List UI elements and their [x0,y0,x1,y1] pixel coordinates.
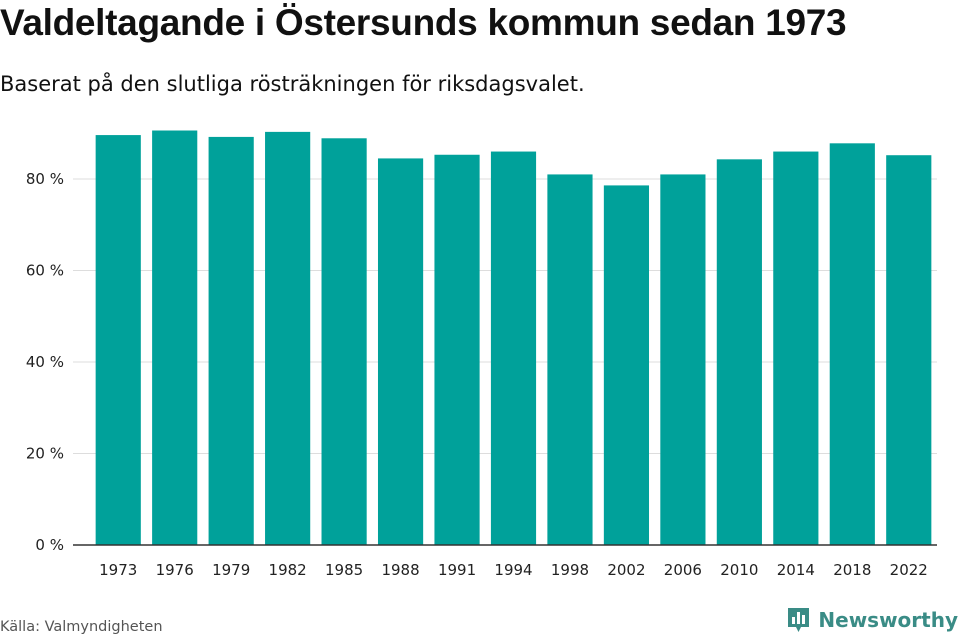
x-tick-label: 2022 [890,561,928,579]
bar-2010 [716,159,762,545]
x-tick-label: 1994 [494,561,532,579]
bar-2002 [603,185,650,545]
bar-1991 [434,154,480,545]
bar-chart: 0 % 20 % 40 % 60 % 80 % 1973 1976 1979 1982 1985… [26,130,937,579]
bar-1976 [152,130,198,545]
chart-subtitle: Baserat på den slutliga rösträkningen fö… [0,72,585,96]
y-axis-ticks: 0 % 20 % 40 % 60 % 80 % [26,170,64,554]
x-tick-label: 2014 [777,561,815,579]
bar-1979 [208,136,254,545]
y-tick-label: 40 % [26,353,64,371]
bar-1982 [265,131,311,545]
bar-2014 [773,151,819,546]
x-tick-label: 1998 [551,561,589,579]
x-tick-label: 1991 [438,561,476,579]
source-note: Källa: Valmyndigheten [0,619,163,635]
bar-1988 [377,158,424,545]
x-tick-label: 2006 [664,561,702,579]
bar-2018 [829,143,875,545]
y-tick-label: 0 % [35,536,64,554]
x-tick-label: 1988 [381,561,419,579]
x-tick-label: 2010 [720,561,758,579]
x-tick-label: 1985 [325,561,363,579]
bar-1998 [547,174,593,546]
x-tick-label: 1982 [269,561,307,579]
x-tick-label: 1979 [212,561,250,579]
bars [95,130,932,546]
bar-2006 [660,174,706,546]
newsworthy-logo-icon [788,608,810,632]
y-tick-label: 20 % [26,445,64,463]
chart-title: Valdeltagande i Östersunds kommun sedan … [0,2,847,43]
x-tick-label: 2018 [833,561,871,579]
x-tick-label: 2002 [607,561,645,579]
bar-2022 [886,155,932,545]
brand-name: Newsworthy [818,608,958,632]
y-tick-label: 80 % [26,170,64,188]
bar-1994 [490,151,537,546]
x-tick-label: 1976 [156,561,194,579]
y-tick-label: 60 % [26,262,64,280]
brand-logo: Newsworthy [786,606,958,634]
x-axis-ticks: 1973 1976 1979 1982 1985 1988 1991 1994 1998 2002… [99,561,928,579]
bar-1973 [95,135,141,545]
x-tick-label: 1973 [99,561,137,579]
bar-1985 [321,138,367,545]
